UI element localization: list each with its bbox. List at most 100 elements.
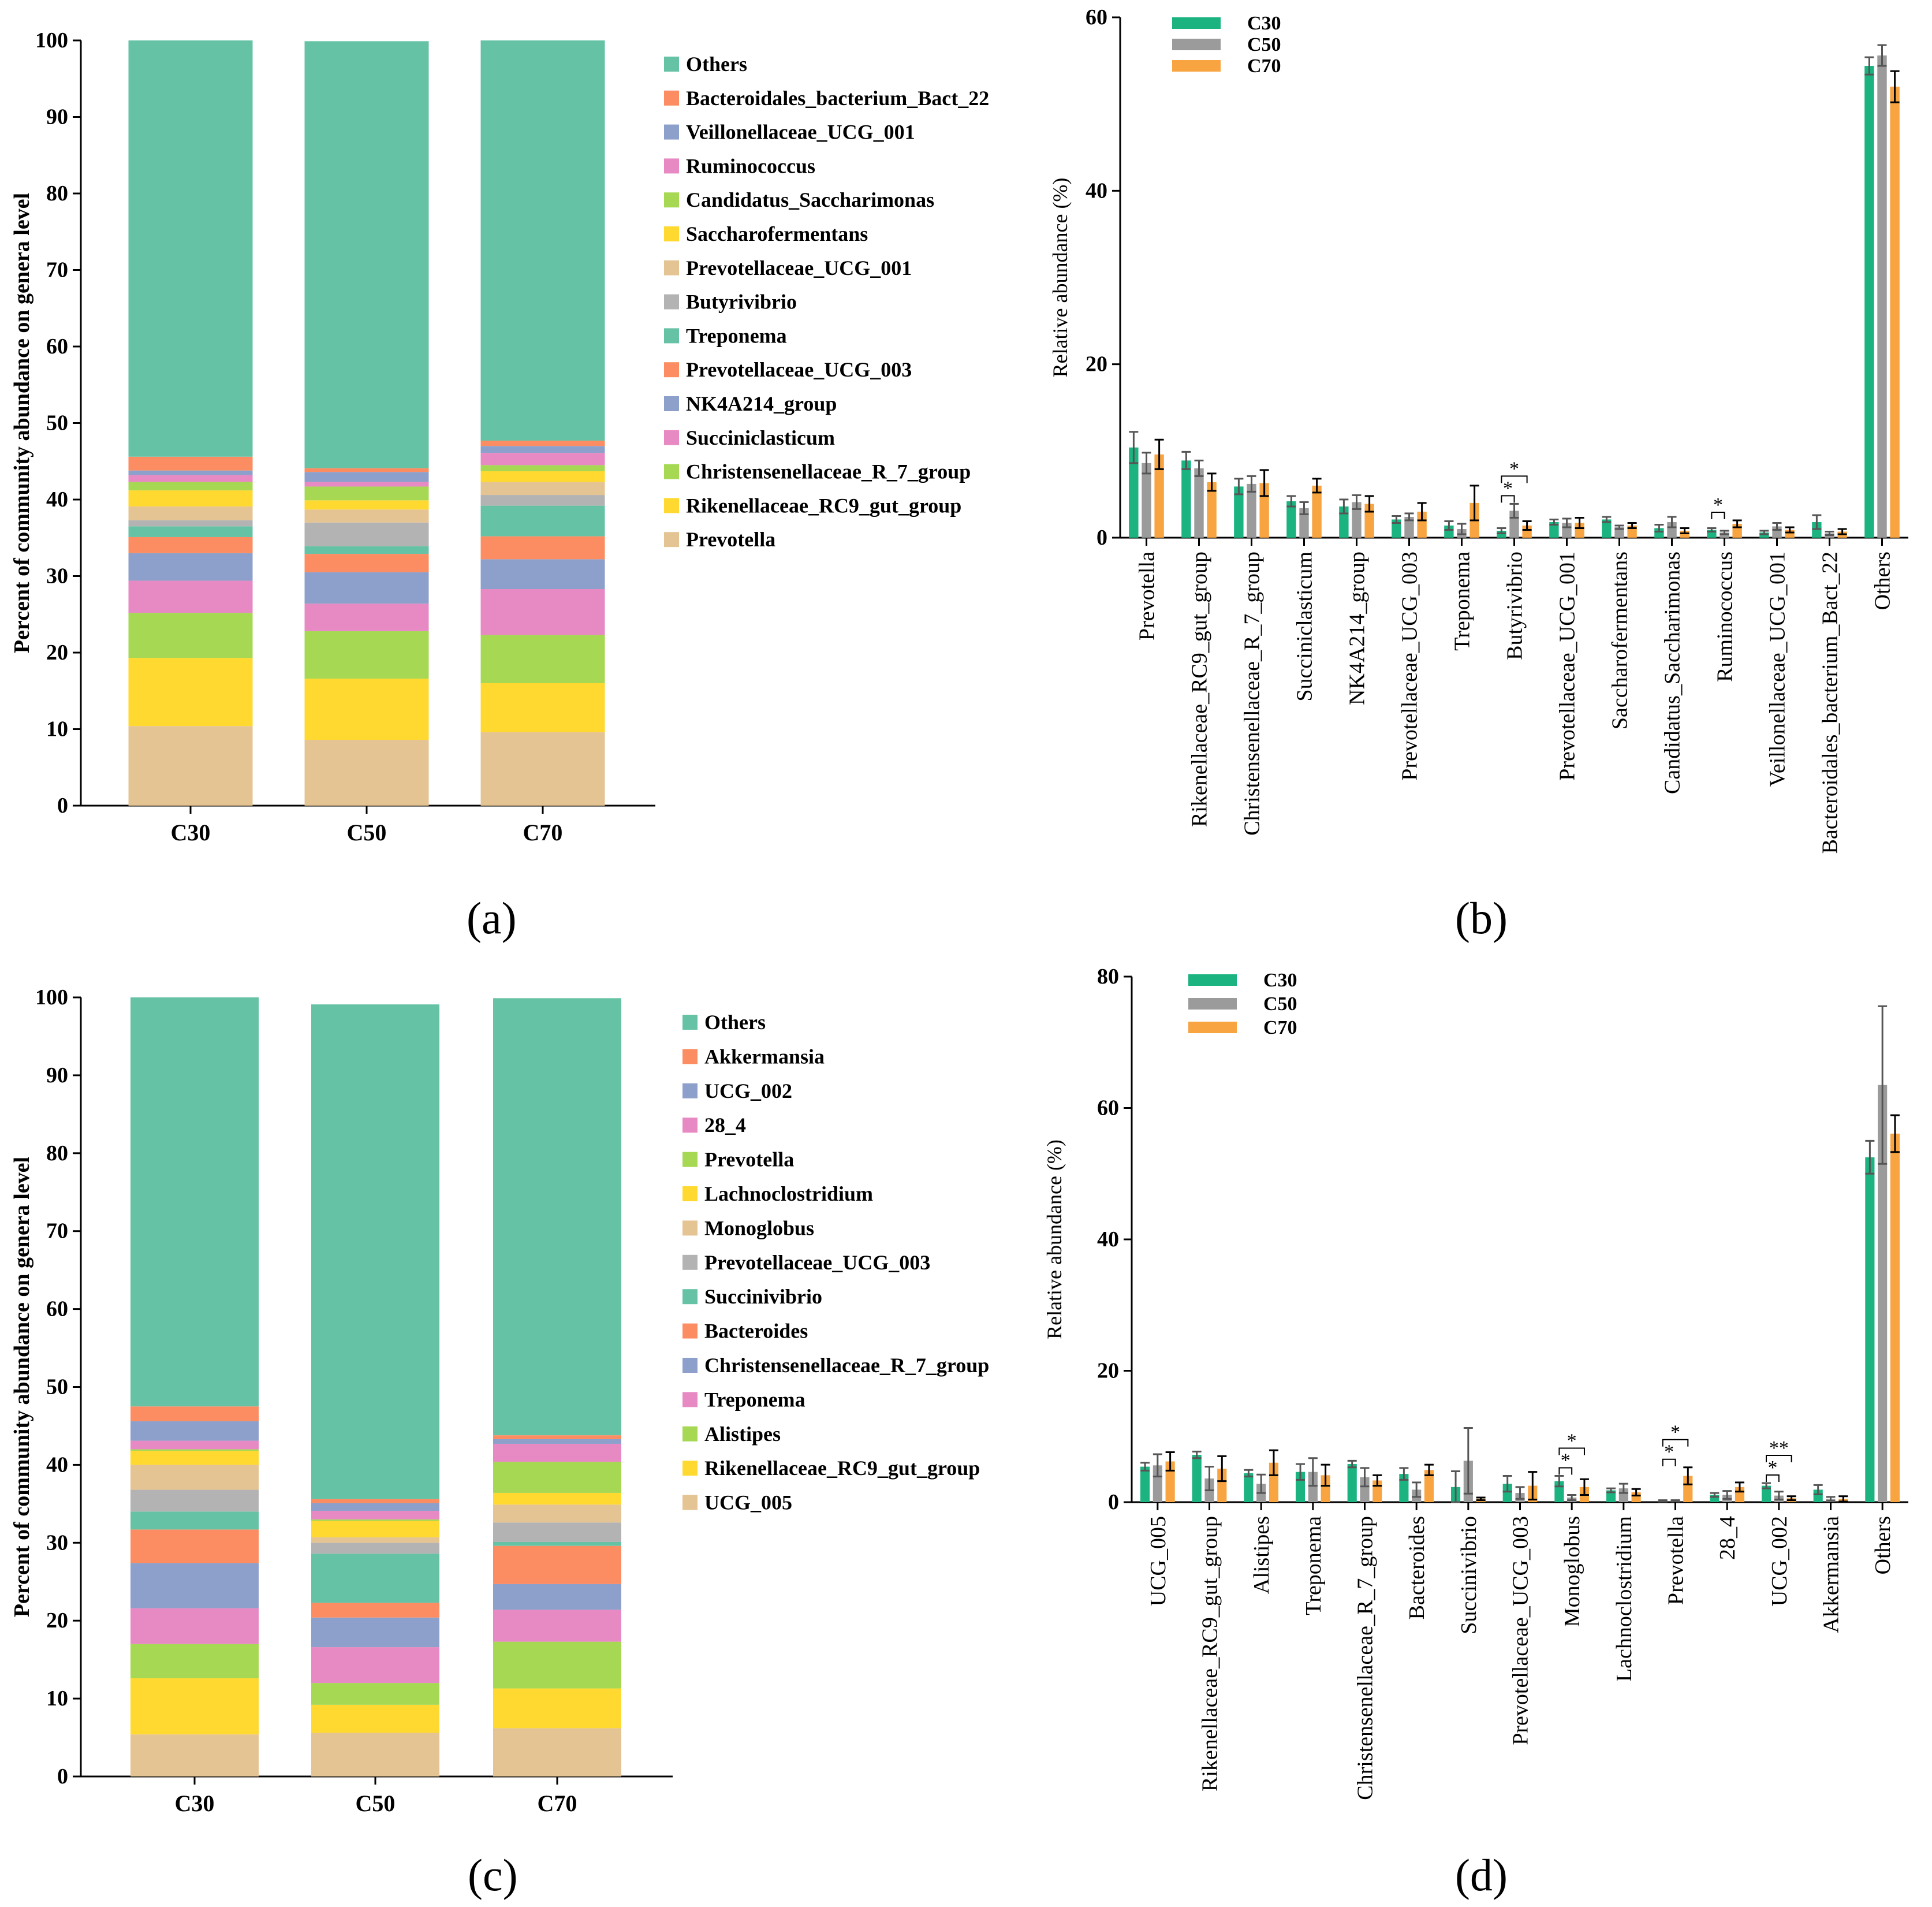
bar-c50-rikenellaceae-rc9-gut-group (1194, 468, 1204, 538)
bar-c30-saccharofermentans (1602, 519, 1612, 538)
y-tick-label: 40 (46, 1452, 68, 1477)
bar-segment-ucg-002 (311, 1503, 439, 1511)
bar-c30-christensenellaceae-r-7-group (1347, 1464, 1357, 1502)
legend-swatch (682, 1083, 698, 1098)
legend-swatch (682, 1426, 698, 1442)
legend-label: Prevotella (704, 1148, 794, 1171)
panel-label-d: (d) (1455, 1850, 1508, 1900)
significance-mark: * (1664, 1442, 1674, 1463)
bar-segment-nk4a214-group (304, 572, 429, 604)
bar-segment-ruminococcus (480, 453, 605, 465)
bar-segment-succinivibrio (311, 1554, 439, 1603)
y-tick-label: 0 (1096, 526, 1107, 550)
significance-mark: * (1670, 1422, 1680, 1443)
bar-c70-rikenellaceae-rc9-gut-group (1207, 482, 1217, 538)
y-tick-label: 20 (46, 640, 68, 665)
y-tick-label: 20 (46, 1608, 68, 1633)
y-tick-label: 40 (46, 487, 68, 512)
bar-segment-christensenellaceae-r-7-group (311, 1617, 439, 1648)
y-tick-label: 20 (1086, 352, 1107, 377)
y-tick-label: 60 (1097, 1096, 1119, 1120)
bar-c30-treponema (1444, 525, 1454, 538)
y-axis-title: Percent of community abundance on genera… (10, 193, 34, 653)
bar-c50-ruminococcus (1720, 532, 1729, 538)
bar-segment-succinivibrio (493, 1541, 621, 1546)
bar-segment-monoglobus (493, 1504, 621, 1523)
y-tick-label: 90 (46, 1063, 68, 1087)
y-tick-label: 30 (46, 564, 68, 589)
bar-c30-prevotellaceae-ucg-003 (1502, 1484, 1512, 1502)
legend-label: Christensenellaceae_R_7_group (686, 460, 971, 483)
bar-segment-others (128, 40, 253, 457)
bar-c30-nk4a214-group (1339, 506, 1349, 538)
legend-swatch (1188, 998, 1237, 1010)
bar-segment-lachnoclostridium (493, 1492, 621, 1505)
bar-segment-ruminococcus (128, 475, 253, 482)
legend-label: Akkermansia (704, 1045, 825, 1068)
y-tick-label: 90 (46, 105, 68, 129)
panel-label-c: (c) (468, 1850, 518, 1900)
bar-segment-others (304, 41, 429, 468)
legend-swatch (664, 532, 679, 547)
bar-segment-treponema (493, 1610, 621, 1642)
bar-segment-prevotella (128, 726, 253, 806)
significance-mark: * (1509, 458, 1519, 479)
bar-c70-alistipes (1269, 1462, 1279, 1502)
bar-c50-christensenellaceae-r-7-group (1360, 1477, 1370, 1502)
legend-label: Candidatus_Saccharimonas (686, 188, 934, 211)
bar-segment-butyrivibrio (304, 522, 429, 546)
bar-segment-akkermansia (493, 1435, 621, 1439)
y-tick-label: 80 (46, 181, 68, 206)
bar-segment-rikenellaceae-rc9-gut-group (493, 1688, 621, 1729)
legend-label: 28_4 (704, 1113, 746, 1137)
bar-c50-succiniclasticum (1299, 508, 1309, 538)
legend-swatch (664, 362, 679, 378)
bar-segment-akkermansia (130, 1406, 259, 1421)
bar-segment-others (493, 998, 621, 1436)
bar-segment-lachnoclostridium (311, 1521, 439, 1537)
x-tick-label: Akkermansia (1819, 1516, 1844, 1633)
legend-swatch (682, 1392, 698, 1407)
legend-label: Rikenellaceae_RC9_gut_group (686, 494, 961, 517)
bar-segment-ucg-002 (493, 1439, 621, 1444)
bar-segment-prevotellaceae-ucg-001 (128, 506, 253, 520)
bar-segment-christensenellaceae-r-7-group (130, 1563, 259, 1608)
bar-c30-akkermansia (1813, 1489, 1823, 1502)
x-tick-label: Alistipes (1250, 1516, 1274, 1594)
legend-swatch (682, 1254, 698, 1270)
bar-segment-rikenellaceae-rc9-gut-group (480, 683, 605, 732)
x-tick-label: Treponema (1301, 1516, 1326, 1615)
significance-mark: * (1567, 1431, 1577, 1452)
legend-swatch (682, 1289, 698, 1305)
significance-mark: * (1767, 1457, 1777, 1478)
bar-segment-bacteroides (130, 1529, 259, 1563)
legend-swatch (664, 192, 679, 208)
legend-label: Rikenellaceae_RC9_gut_group (704, 1457, 980, 1480)
legend-label: Prevotella (686, 528, 775, 551)
bar-segment-others (130, 997, 259, 1407)
legend-label: Saccharofermentans (686, 222, 868, 245)
legend-swatch (682, 1186, 698, 1201)
panel-label-a: (a) (467, 893, 517, 943)
legend-swatch (1172, 39, 1221, 50)
bar-c50-saccharofermentans (1614, 527, 1624, 538)
bar-c30-succiniclasticum (1286, 501, 1296, 538)
bar-segment-prevotella (130, 1449, 259, 1451)
legend-label: NK4A214_group (686, 392, 837, 415)
bar-c30-prevotellaceae-ucg-001 (1549, 522, 1559, 538)
legend-swatch (682, 1118, 698, 1133)
significance-bracket (1558, 1467, 1573, 1475)
y-axis-title: Relative abundance (%) (1049, 178, 1072, 378)
legend-swatch (682, 1152, 698, 1167)
legend-label: Alistipes (704, 1422, 781, 1446)
legend-swatch (664, 57, 679, 72)
legend-label: Succiniclasticum (686, 426, 835, 449)
chart-b-grouped-bar: 0 20 40 60 Relative abundance (%) Prevotella R… (1049, 5, 1908, 854)
significance-mark: * (1713, 494, 1723, 516)
x-tick-label: C30 (171, 820, 211, 846)
bar-c50-prevotellaceae-ucg-003 (1404, 516, 1414, 538)
bar-segment-veillonellaceae-ucg-001 (304, 472, 429, 482)
bar-segment-bacteroidales-bacterium-bact-22 (480, 440, 605, 446)
y-tick-label: 80 (46, 1141, 68, 1165)
bar-c50-candidatus-saccharimonas (1667, 522, 1677, 538)
